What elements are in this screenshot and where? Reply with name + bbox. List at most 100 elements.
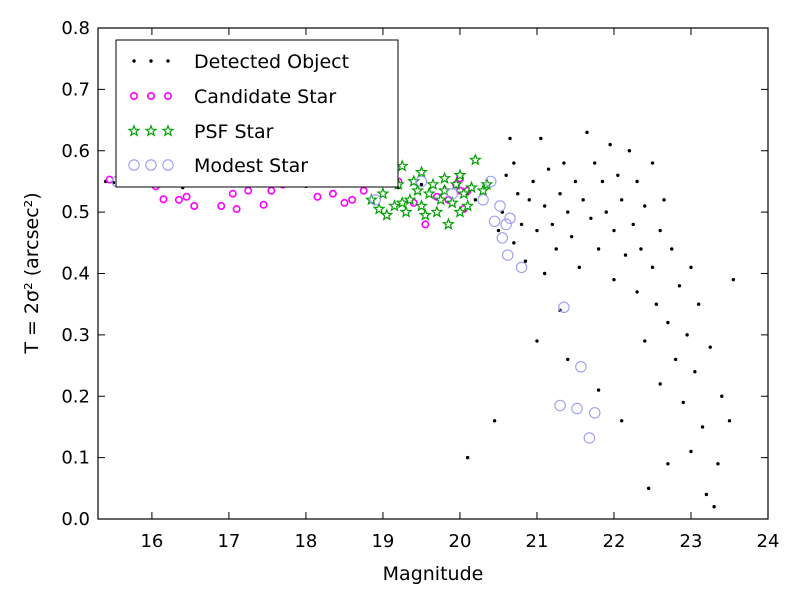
data-point [232, 205, 241, 214]
data-point [414, 199, 429, 212]
data-point [461, 199, 475, 212]
data-point [650, 161, 655, 165]
data-point [465, 455, 470, 460]
data-point [516, 192, 520, 196]
data-point [593, 161, 597, 165]
data-point [468, 153, 482, 166]
data-point [488, 215, 501, 228]
data-point [531, 179, 535, 184]
data-point [658, 382, 662, 386]
data-point [662, 198, 666, 202]
data-point [554, 247, 558, 251]
y-axis-label: T = 2σ² (arcsec²) [21, 192, 43, 354]
data-point [623, 253, 628, 257]
data-point [217, 201, 226, 210]
legend-marker [147, 92, 156, 101]
data-point [387, 199, 402, 212]
data-point [419, 182, 424, 187]
legend-label: Detected Object [194, 51, 349, 73]
data-point [376, 186, 390, 200]
x-tick-label: 24 [757, 531, 780, 552]
data-point [500, 218, 512, 231]
data-point [666, 320, 670, 325]
data-point [267, 186, 276, 195]
data-point [504, 212, 516, 225]
data-point [542, 271, 547, 276]
data-point [496, 228, 501, 233]
legend-symbol-star [127, 124, 175, 137]
data-point [558, 192, 562, 196]
data-point [712, 505, 716, 509]
data-point [437, 171, 452, 184]
data-point [501, 249, 514, 261]
x-tick-label: 18 [294, 531, 317, 552]
data-point [403, 192, 417, 206]
data-point [689, 265, 693, 270]
data-point [643, 339, 647, 343]
legend-marker [162, 159, 174, 171]
legend: Detected Object Candidate Star PSF Star … [115, 39, 399, 188]
legend-marker [161, 124, 175, 137]
y-tick-label: 0.2 [61, 386, 90, 407]
legend-marker [127, 124, 141, 137]
data-point [689, 449, 693, 454]
data-point [731, 277, 736, 282]
legend-marker [132, 59, 136, 63]
data-point [635, 290, 639, 294]
data-point [453, 168, 467, 181]
data-point [616, 173, 620, 177]
data-point [619, 419, 624, 423]
legend-symbol-open-circle [128, 159, 174, 171]
data-point [577, 265, 582, 270]
x-axis-label: Magnitude [383, 563, 484, 585]
data-point [554, 399, 566, 412]
data-point [485, 175, 497, 188]
data-point [421, 220, 430, 229]
data-point [654, 302, 659, 306]
y-axis-ticks: 0.0 0.1 0.2 0.3 0.4 0.5 0.6 0.7 0.8 [61, 18, 768, 530]
data-point [445, 196, 459, 209]
data-point [708, 345, 712, 349]
data-point [422, 186, 436, 200]
data-point [727, 419, 732, 423]
data-point [492, 419, 497, 423]
data-point [182, 192, 191, 201]
x-tick-label: 23 [680, 531, 703, 552]
data-point [673, 357, 678, 362]
data-point [700, 425, 705, 429]
legend-marker [164, 92, 173, 101]
data-point [244, 186, 253, 195]
data-point [426, 177, 440, 191]
y-tick-label: 0.4 [61, 264, 90, 285]
y-tick-label: 0.6 [61, 141, 90, 162]
data-point [596, 247, 601, 251]
data-point [228, 189, 237, 198]
data-point [631, 222, 635, 227]
y-tick-label: 0.1 [61, 448, 90, 469]
data-point [619, 198, 624, 202]
data-point [650, 265, 655, 270]
data-point [418, 208, 432, 221]
data-point [612, 228, 616, 233]
data-point [414, 165, 429, 178]
legend-marker [130, 92, 139, 101]
data-point [457, 186, 471, 200]
data-point [539, 136, 543, 141]
data-point [627, 149, 632, 153]
legend-entry-candidate-star: Candidate Star [130, 86, 336, 108]
legend-entry-detected-object: Detected Object [132, 51, 349, 73]
legend-entry-psf-star: PSF Star [127, 121, 274, 143]
data-point [512, 161, 516, 165]
data-point [696, 302, 701, 306]
x-tick-label: 20 [449, 531, 472, 552]
data-point [562, 161, 566, 165]
data-point [589, 216, 593, 220]
y-tick-label: 0.5 [61, 202, 90, 223]
data-point [643, 204, 647, 208]
data-point [681, 400, 685, 405]
data-point [658, 228, 662, 233]
data-point [494, 200, 506, 212]
data-point [512, 241, 516, 245]
data-point [340, 198, 349, 207]
